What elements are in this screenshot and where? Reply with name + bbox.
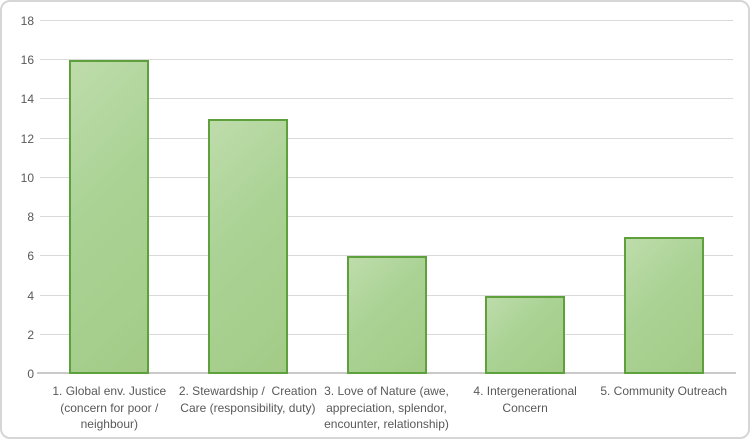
x-category-label-2: 2. Stewardship / Creation Care (responsib… xyxy=(171,383,325,416)
y-tick-label-14: 14 xyxy=(20,92,34,107)
bar-category-1 xyxy=(69,60,150,374)
x-category-label-line: neighbour) xyxy=(80,417,138,431)
x-category-label-line: (concern for poor / xyxy=(60,400,159,415)
gridline-y12 xyxy=(40,137,733,139)
y-tick-label-2: 2 xyxy=(27,327,34,342)
gridline-y8 xyxy=(40,216,733,218)
x-category-label-5: 5. Community Outreach xyxy=(587,383,741,400)
x-category-label-line: 3. Love of Nature (awe, xyxy=(324,384,449,398)
x-category-label-3: 3. Love of Nature (awe, appreciation, spl… xyxy=(310,383,464,433)
bar-category-4 xyxy=(485,295,566,374)
bar-category-3 xyxy=(346,256,427,374)
x-category-label-line: 4. Intergenerational xyxy=(473,384,577,398)
gridline-y6 xyxy=(40,255,733,257)
gridline-y18 xyxy=(40,20,733,21)
y-tick-label-10: 10 xyxy=(20,170,34,185)
y-tick-label-12: 12 xyxy=(20,131,34,146)
x-category-label-line: Care (responsibility, duty) xyxy=(180,400,316,415)
y-tick-label-4: 4 xyxy=(27,288,34,303)
gridline-y14 xyxy=(40,98,733,100)
plot-area xyxy=(40,20,733,374)
bar-category-5 xyxy=(623,236,704,374)
y-tick-label-6: 6 xyxy=(27,249,34,264)
x-category-label-line: 5. Community Outreach xyxy=(600,384,728,398)
x-category-label-line: encounter, relationship) xyxy=(324,417,449,431)
gridline-y16 xyxy=(40,59,733,61)
bar-category-2 xyxy=(207,119,288,374)
y-tick-label-18: 18 xyxy=(20,14,34,28)
y-tick-label-16: 16 xyxy=(20,53,34,68)
x-category-label-1: 1. Global env. Justice (concern for poor … xyxy=(32,383,186,433)
y-tick-label-0: 0 xyxy=(27,367,34,381)
x-category-label-line: 2. Stewardship / Creation xyxy=(178,384,317,398)
x-category-label-line: Concern xyxy=(502,400,548,415)
gridline-y10 xyxy=(40,176,733,178)
x-category-label-line: 1. Global env. Justice xyxy=(52,384,167,398)
y-tick-label-8: 8 xyxy=(27,210,34,225)
x-category-label-4: 4. Intergenerational Concern xyxy=(448,383,602,416)
x-category-label-line: appreciation, splendor, xyxy=(326,400,447,415)
